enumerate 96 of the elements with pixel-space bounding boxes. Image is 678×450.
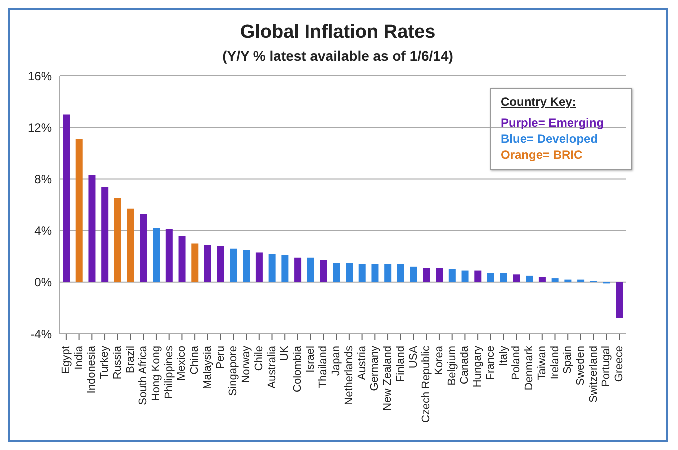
x-tick-label: Denmark — [524, 346, 536, 391]
x-tick-label: Sweden — [574, 346, 587, 386]
x-tick-label: Malaysia — [202, 345, 214, 390]
x-tick-label: Norway — [240, 346, 253, 384]
x-tick-label: Poland — [510, 346, 523, 380]
bar — [538, 277, 546, 282]
x-tick-label: Brazil — [124, 346, 137, 374]
bar — [423, 268, 430, 282]
bar — [410, 266, 418, 282]
bar — [564, 280, 572, 282]
x-tick-label: Israel — [304, 346, 317, 373]
bar — [320, 260, 328, 282]
x-tick-label: Italy — [498, 346, 510, 366]
bar — [88, 175, 96, 282]
y-tick-label: 16% — [28, 69, 52, 84]
x-tick-label: Canada — [459, 345, 472, 385]
bar — [230, 248, 238, 282]
x-tick-label: Taiwan — [536, 346, 548, 380]
y-tick-label: 0% — [34, 276, 52, 290]
bar — [526, 276, 534, 282]
x-tick-label: Indonesia — [86, 345, 98, 394]
x-tick-label: Greece — [614, 346, 626, 382]
bar — [114, 198, 122, 282]
x-tick-label: Hong Kong — [150, 346, 162, 402]
x-tick-label: Belgium — [446, 346, 458, 386]
bar — [76, 139, 83, 282]
chart-title: Global Inflation Rates — [239, 22, 437, 44]
bar — [268, 254, 276, 282]
x-tick-label: India — [73, 345, 86, 370]
y-tick-label: 4% — [34, 224, 52, 238]
bar — [397, 264, 404, 282]
x-tick-label: Mexico — [176, 346, 188, 381]
x-tick-label: Portugal — [600, 346, 613, 387]
y-tick-label: -4% — [30, 327, 52, 342]
bar — [616, 282, 624, 319]
x-tick-label: Spain — [562, 346, 574, 374]
bar — [102, 186, 109, 282]
x-tick-label: Korea — [433, 345, 446, 376]
bar — [282, 255, 289, 282]
x-tick-label: Thailand — [318, 346, 330, 388]
y-tick-label: 12% — [28, 120, 52, 135]
x-tick-label: Colombia — [292, 345, 304, 392]
x-tick-label: Austria — [356, 345, 368, 380]
bar — [436, 268, 444, 282]
bar — [462, 270, 469, 282]
x-tick-label: Chile — [253, 346, 266, 372]
x-tick-label: Germany — [369, 346, 382, 392]
bar — [500, 273, 508, 282]
x-tick-label: Turkey — [99, 346, 112, 380]
bar — [358, 264, 366, 282]
bar — [243, 250, 250, 282]
bar — [217, 246, 224, 282]
x-tick-label: Netherlands — [343, 346, 356, 406]
x-tick-label: Egypt — [60, 346, 72, 374]
x-tick-label: Russia — [112, 345, 124, 380]
x-tick-label: Finland — [394, 346, 407, 382]
legend-title: Country Key: — [501, 95, 578, 109]
bar — [448, 270, 456, 282]
x-tick-label: UK — [279, 345, 292, 362]
bar — [63, 114, 70, 282]
bar — [153, 228, 160, 282]
x-tick-label: Switzerland — [588, 346, 600, 403]
x-tick-label: USA — [408, 345, 420, 369]
x-tick-label: Australia — [266, 345, 278, 389]
bar — [256, 252, 263, 282]
chart-subtitle: (Y/Y % latest available as of 1/6/14) — [222, 48, 454, 64]
x-tick-label: China — [189, 345, 202, 375]
x-tick-label: New Zealand — [382, 346, 394, 411]
bar — [127, 208, 134, 282]
bar — [346, 263, 353, 282]
x-tick-label: Peru — [214, 346, 227, 370]
country-key: Country Key: Purple= Emerging Blue= Developed Orange= BRIC — [490, 88, 632, 170]
y-tick-label: 8% — [34, 172, 52, 186]
x-tick-label: Philippines — [163, 346, 176, 400]
x-tick-label: Ireland — [549, 346, 562, 380]
bar — [488, 273, 494, 282]
bar — [474, 270, 482, 282]
bar — [140, 214, 148, 282]
bar — [578, 280, 585, 282]
x-tick-label: Hungary — [472, 346, 484, 388]
x-tick-label: Singapore — [228, 346, 240, 396]
bar — [384, 264, 392, 282]
x-tick-label: Czech Republic — [420, 346, 433, 424]
bar — [204, 244, 212, 282]
x-tick-label: South Africa — [138, 345, 150, 406]
bar — [513, 274, 520, 282]
bar — [166, 230, 173, 282]
bar — [178, 236, 186, 282]
bar — [552, 278, 559, 282]
bar — [333, 263, 340, 282]
bar — [372, 264, 379, 282]
x-tick-label: Japan — [330, 346, 343, 376]
bar — [307, 258, 314, 282]
bar — [192, 244, 199, 282]
x-tick-label: France — [484, 346, 497, 380]
bar — [294, 258, 302, 282]
